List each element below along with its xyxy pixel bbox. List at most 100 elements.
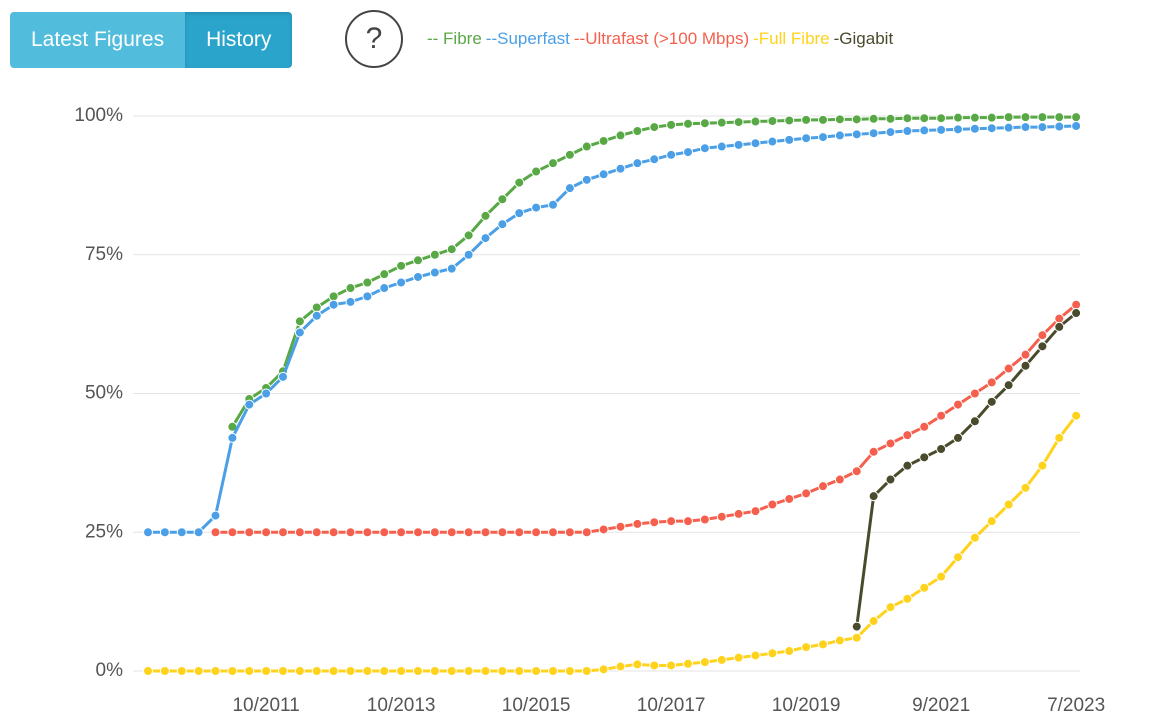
data-point <box>379 269 390 280</box>
data-point <box>480 527 491 538</box>
data-point <box>818 639 828 650</box>
data-point <box>919 113 930 124</box>
data-point <box>851 114 862 125</box>
data-point <box>868 113 879 124</box>
data-point <box>548 199 558 210</box>
latest-figures-button[interactable]: Latest Figures <box>10 12 186 68</box>
data-point <box>1020 349 1031 360</box>
data-point <box>885 474 896 485</box>
x-tick-label: 10/2011 <box>232 695 299 716</box>
data-point <box>413 666 423 676</box>
data-point <box>615 130 626 141</box>
data-point <box>548 527 558 538</box>
data-point <box>396 666 407 676</box>
data-point <box>969 416 980 427</box>
data-point <box>143 666 153 676</box>
data-point <box>716 511 727 522</box>
data-point <box>784 134 795 145</box>
data-point <box>193 666 204 676</box>
data-point <box>379 527 390 538</box>
data-point <box>294 316 305 327</box>
data-point <box>969 123 980 134</box>
data-point <box>834 474 845 485</box>
data-point <box>801 488 812 499</box>
data-point <box>733 508 744 519</box>
data-point <box>868 128 879 139</box>
data-point <box>834 114 845 125</box>
data-point <box>480 210 491 221</box>
y-tick-label: 0% <box>96 660 124 681</box>
data-point <box>548 666 558 676</box>
data-point <box>294 527 305 538</box>
data-point <box>1071 120 1082 131</box>
data-point <box>919 582 930 593</box>
data-point <box>919 452 930 463</box>
data-point <box>716 117 727 128</box>
legend-entry[interactable]: -Gigabit <box>833 29 894 48</box>
data-point <box>210 666 221 676</box>
data-point <box>969 112 980 123</box>
legend-entry[interactable]: --Ultrafast (>100 Mbps) <box>573 29 750 48</box>
data-point <box>902 593 913 604</box>
data-point <box>953 124 963 135</box>
data-point <box>396 277 407 288</box>
data-point <box>311 310 322 321</box>
data-point <box>986 377 997 388</box>
data-point <box>497 194 508 205</box>
data-point <box>1037 341 1048 352</box>
data-point <box>750 506 761 517</box>
data-point <box>463 230 474 241</box>
data-point <box>159 666 170 676</box>
legend-entry[interactable]: -- Fibre <box>427 29 482 48</box>
data-point <box>463 249 474 260</box>
data-point <box>328 527 339 538</box>
legend-entry[interactable]: -Full Fibre <box>753 29 830 48</box>
help-button[interactable]: ? <box>345 10 403 68</box>
data-point <box>463 666 474 676</box>
data-point <box>1020 482 1031 493</box>
data-point <box>1071 299 1082 310</box>
data-point <box>294 666 305 676</box>
data-point <box>345 527 356 538</box>
data-point <box>143 527 153 538</box>
data-point <box>531 166 542 177</box>
data-point <box>615 521 626 532</box>
series-points <box>851 308 1082 632</box>
data-point <box>446 263 457 274</box>
series-line <box>148 124 1077 534</box>
history-button[interactable]: History <box>185 12 293 68</box>
data-point <box>362 666 373 676</box>
data-point <box>1054 432 1065 443</box>
data-point <box>834 635 845 646</box>
data-point <box>750 650 761 661</box>
data-point <box>531 527 542 538</box>
data-point <box>581 527 592 538</box>
data-point <box>649 517 660 528</box>
data-point <box>1054 321 1065 332</box>
data-point <box>615 163 626 174</box>
data-point <box>834 130 845 141</box>
data-point <box>514 177 525 188</box>
data-point <box>632 659 643 670</box>
data-point <box>531 202 542 213</box>
data-point <box>902 430 913 441</box>
data-point <box>514 666 525 676</box>
data-point <box>750 116 761 127</box>
data-point <box>683 118 693 129</box>
data-point <box>379 666 390 676</box>
data-point <box>699 118 710 129</box>
data-point <box>767 648 778 659</box>
data-point <box>936 113 947 124</box>
data-point <box>429 527 440 538</box>
data-point <box>649 154 660 165</box>
data-point <box>362 277 373 288</box>
legend-entry[interactable]: --Superfast <box>485 29 570 48</box>
data-point <box>936 124 947 135</box>
data-point <box>716 141 727 152</box>
data-point <box>683 658 693 669</box>
series-line <box>215 303 1078 534</box>
data-point <box>851 466 862 477</box>
data-point <box>750 138 761 149</box>
data-point <box>801 133 812 144</box>
data-point <box>564 183 575 194</box>
